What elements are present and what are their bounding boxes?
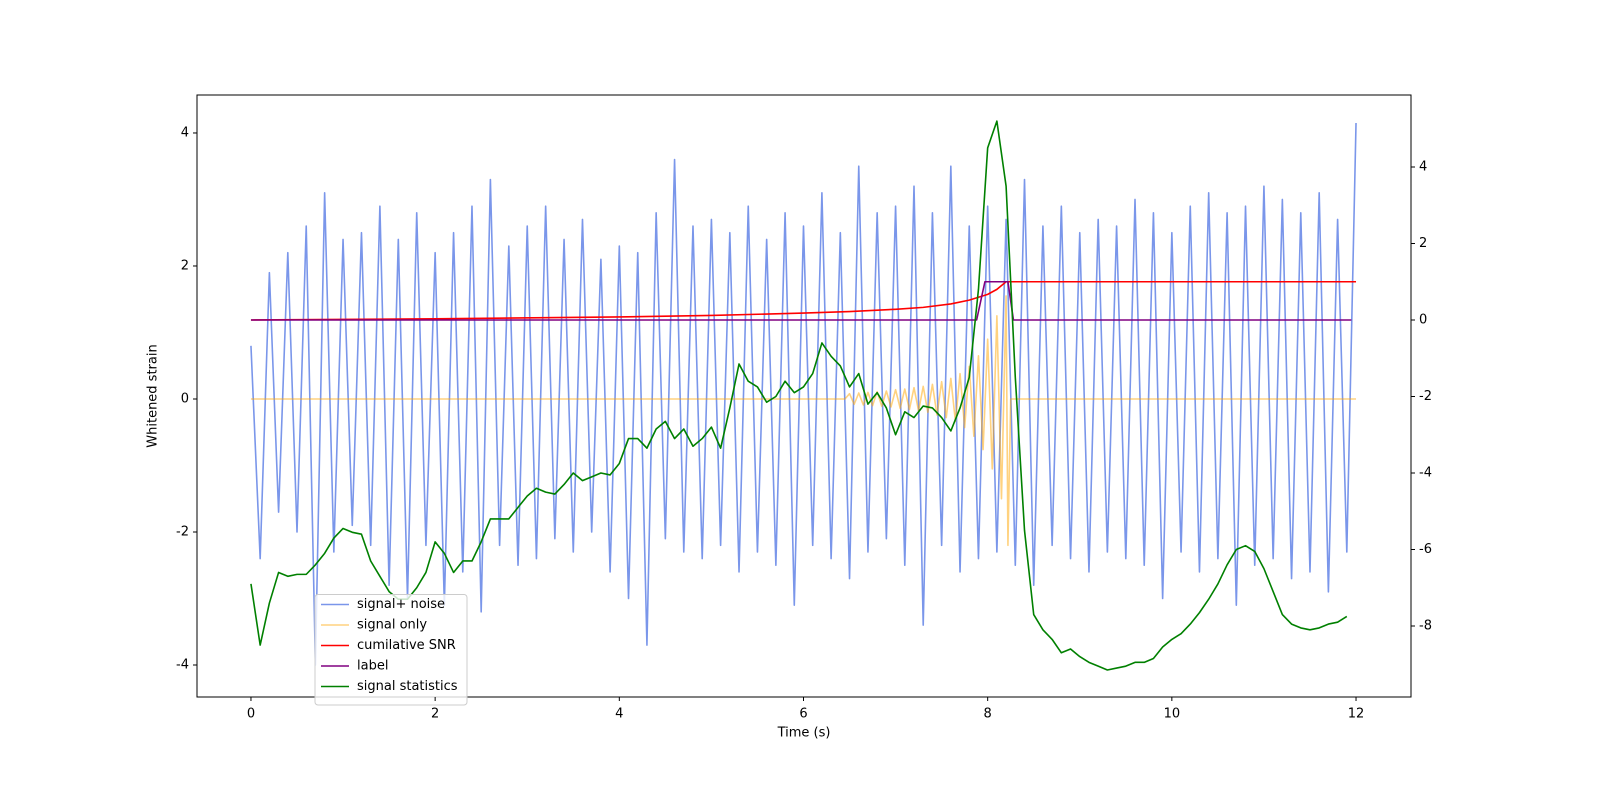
x-tick-label: 8 <box>984 707 992 722</box>
y2-tick-label: 2 <box>1419 236 1427 251</box>
series-line <box>250 122 1357 666</box>
legend-label: cumilative SNR <box>357 638 456 653</box>
y-tick-label: -4 <box>176 658 189 673</box>
y2-tick-label: 0 <box>1419 312 1427 327</box>
x-tick-label: 2 <box>431 707 439 722</box>
series-line <box>250 120 1348 671</box>
x-tick-label: 12 <box>1348 707 1365 722</box>
legend-label: label <box>357 659 388 674</box>
legend-label: signal+ noise <box>357 597 445 612</box>
y-tick-label: 2 <box>181 258 189 273</box>
y2-tick-label: 4 <box>1419 159 1427 174</box>
y-tick-label: 4 <box>181 125 189 140</box>
x-axis-label: Time (s) <box>777 726 831 741</box>
legend-label: signal only <box>357 618 427 633</box>
y2-tick-label: -4 <box>1419 466 1432 481</box>
y-axis-label: Whitened strain <box>146 344 161 447</box>
legend-label: signal statistics <box>357 679 458 694</box>
x-tick-label: 10 <box>1164 707 1181 722</box>
series-line <box>250 280 1357 321</box>
x-tick-label: 4 <box>615 707 623 722</box>
y2-tick-label: -8 <box>1419 619 1432 634</box>
legend-box <box>314 594 468 706</box>
x-tick-label: 6 <box>799 707 807 722</box>
y-tick-label: -2 <box>176 525 189 540</box>
x-tick-label: 0 <box>247 707 255 722</box>
y2-tick-label: -2 <box>1419 389 1432 404</box>
series-line <box>250 295 1357 547</box>
y-tick-label: 0 <box>181 391 189 406</box>
plot-area <box>250 120 1357 671</box>
y2-tick-label: -6 <box>1419 542 1432 557</box>
series-line <box>250 280 1352 321</box>
legend: signal+ noise signal only cumilative SNR la… <box>314 594 468 706</box>
